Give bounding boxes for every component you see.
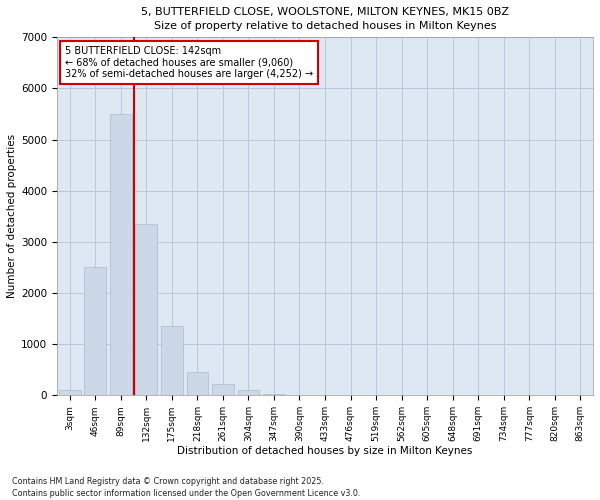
- Bar: [59, 390, 80, 396]
- Y-axis label: Number of detached properties: Number of detached properties: [7, 134, 17, 298]
- Bar: [110, 114, 131, 396]
- Bar: [187, 372, 208, 396]
- Bar: [212, 384, 234, 396]
- Text: 5 BUTTERFIELD CLOSE: 142sqm
← 68% of detached houses are smaller (9,060)
32% of : 5 BUTTERFIELD CLOSE: 142sqm ← 68% of det…: [65, 46, 313, 80]
- Bar: [136, 224, 157, 396]
- Bar: [238, 390, 259, 396]
- Title: 5, BUTTERFIELD CLOSE, WOOLSTONE, MILTON KEYNES, MK15 0BZ
Size of property relati: 5, BUTTERFIELD CLOSE, WOOLSTONE, MILTON …: [141, 7, 509, 31]
- Bar: [161, 326, 182, 396]
- Bar: [85, 268, 106, 396]
- Text: Contains HM Land Registry data © Crown copyright and database right 2025.
Contai: Contains HM Land Registry data © Crown c…: [12, 476, 361, 498]
- X-axis label: Distribution of detached houses by size in Milton Keynes: Distribution of detached houses by size …: [178, 446, 473, 456]
- Bar: [263, 394, 285, 396]
